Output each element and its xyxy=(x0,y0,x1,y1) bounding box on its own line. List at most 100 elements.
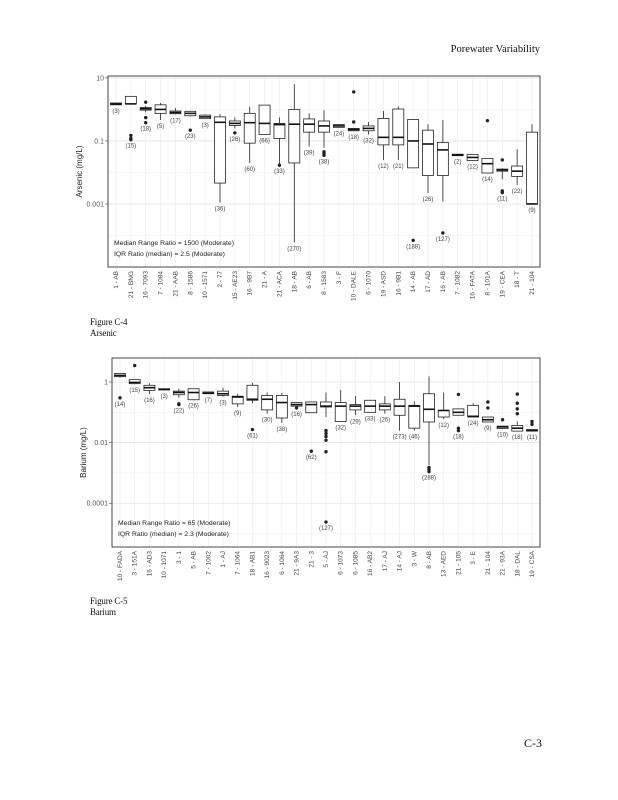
count-label: (15) xyxy=(129,388,140,394)
category-label: 21 - A xyxy=(262,270,269,288)
category-label: 16 - 9023 xyxy=(264,551,271,579)
category-label: 8 - AB xyxy=(426,551,433,569)
plot-frame xyxy=(111,357,541,548)
box-12 xyxy=(290,402,303,410)
count-label: (32) xyxy=(363,139,374,145)
box-iqr xyxy=(334,402,347,422)
outlier-point xyxy=(500,418,505,422)
category-label: 10 - DALE xyxy=(351,270,358,301)
count-label: (38) xyxy=(319,159,330,165)
outlier-point xyxy=(486,406,490,410)
category-label: 13 - AED xyxy=(441,551,448,577)
outlier-point xyxy=(144,120,148,125)
box-iqr xyxy=(303,118,316,133)
box-27 xyxy=(511,392,524,432)
figure-number: Figure C-4 xyxy=(90,317,128,327)
outlier-point xyxy=(322,153,326,158)
count-label: (10) xyxy=(497,433,508,439)
outlier-point xyxy=(144,100,148,104)
outlier-point xyxy=(233,131,237,135)
box-iqr xyxy=(273,123,286,139)
category-label: 1 - AB xyxy=(113,271,120,289)
count-label: (18) xyxy=(140,127,151,133)
category-label: 6 - AB xyxy=(306,271,313,289)
box-iqr xyxy=(467,404,480,418)
box-25 xyxy=(481,400,494,423)
box-iqr xyxy=(436,141,449,176)
category-label: 14 - AJ xyxy=(397,551,404,571)
figure-title: Arsenic xyxy=(90,328,117,338)
category-label: 16 - AD3 xyxy=(146,551,153,577)
box-iqr xyxy=(246,384,259,401)
box-iqr xyxy=(407,119,420,169)
count-label: (38) xyxy=(277,427,288,433)
box-2 xyxy=(143,383,156,395)
category-label: 5 - AB xyxy=(191,551,198,569)
category-label: 3 - W xyxy=(411,550,418,566)
y-tick-label: 0.01 xyxy=(94,440,108,447)
count-label: (21) xyxy=(393,164,404,170)
count-label: (33) xyxy=(274,169,285,175)
count-label: (18) xyxy=(348,135,359,141)
figure-caption-c4: Figure C-4 Arsenic xyxy=(90,317,127,339)
count-label: (23) xyxy=(185,134,196,140)
outlier-point xyxy=(177,402,181,407)
category-label: 5 - AJ xyxy=(323,551,330,568)
y-tick-label: 0.1 xyxy=(94,138,104,145)
category-label: 3 - 1 xyxy=(176,551,183,564)
box-iqr xyxy=(258,104,271,135)
box-2 xyxy=(139,100,152,125)
box-4 xyxy=(172,388,185,407)
category-label: 7 - 1002 xyxy=(205,551,212,575)
outlier-point xyxy=(456,428,461,433)
stats-annotation: IQR Ratio (median) = 2.3 (Moderate) xyxy=(118,531,229,538)
y-tick-label: 1 xyxy=(104,380,108,387)
outlier-point xyxy=(515,412,519,416)
category-label: 10 - 1571 xyxy=(202,271,209,299)
box-13 xyxy=(303,113,316,147)
box-iqr xyxy=(422,129,434,176)
outlier-point xyxy=(515,392,519,396)
box-0 xyxy=(114,373,126,400)
box-0 xyxy=(110,102,122,106)
outlier-point xyxy=(144,115,148,120)
outlier-point xyxy=(411,238,415,243)
box-18 xyxy=(378,396,391,414)
box-iqr xyxy=(349,404,362,411)
count-label: (12) xyxy=(438,423,449,429)
box-iqr xyxy=(377,117,390,146)
box-12 xyxy=(288,84,301,243)
count-label: (39) xyxy=(304,151,315,157)
box-22 xyxy=(436,120,449,235)
category-label: 21 - 104 xyxy=(529,271,536,295)
category-label: 17 - AD xyxy=(425,271,432,293)
outlier-point xyxy=(485,118,490,123)
stats-annotation: Median Range Ratio = 65 (Moderate) xyxy=(118,520,230,527)
category-label: 7 - 1064 xyxy=(235,551,242,575)
box-22 xyxy=(437,392,450,420)
box-iqr xyxy=(275,395,288,419)
outlier-point xyxy=(250,427,255,432)
barium-boxplot: 1 0.01 0.0001 Barium (mg/L) (14) 10 - FADA (15… xyxy=(79,357,541,581)
figure-caption-c5: Figure C-5 Barium xyxy=(90,596,127,618)
category-label: 3 - 151A xyxy=(132,550,139,575)
box-15 xyxy=(334,389,347,422)
category-label: 21 - AAB xyxy=(172,271,179,297)
count-label: (24) xyxy=(334,131,345,137)
category-label: 6 - 1064 xyxy=(279,551,286,575)
count-label: (12) xyxy=(467,164,478,170)
y-axis-label: Barium (mg/L) xyxy=(79,427,88,478)
count-label: (26) xyxy=(188,404,199,410)
box-10 xyxy=(258,104,271,135)
box-15 xyxy=(332,124,345,128)
count-label: (26) xyxy=(230,137,241,143)
category-label: 18 - AB xyxy=(291,271,298,292)
outlier-point xyxy=(133,363,137,368)
box-25 xyxy=(481,118,494,174)
count-label: (36) xyxy=(215,207,226,213)
category-label: 18 - T xyxy=(514,271,521,288)
outlier-point xyxy=(500,190,504,195)
count-label: (61) xyxy=(247,434,258,440)
box-18 xyxy=(377,110,390,160)
count-label: (30) xyxy=(262,418,273,424)
